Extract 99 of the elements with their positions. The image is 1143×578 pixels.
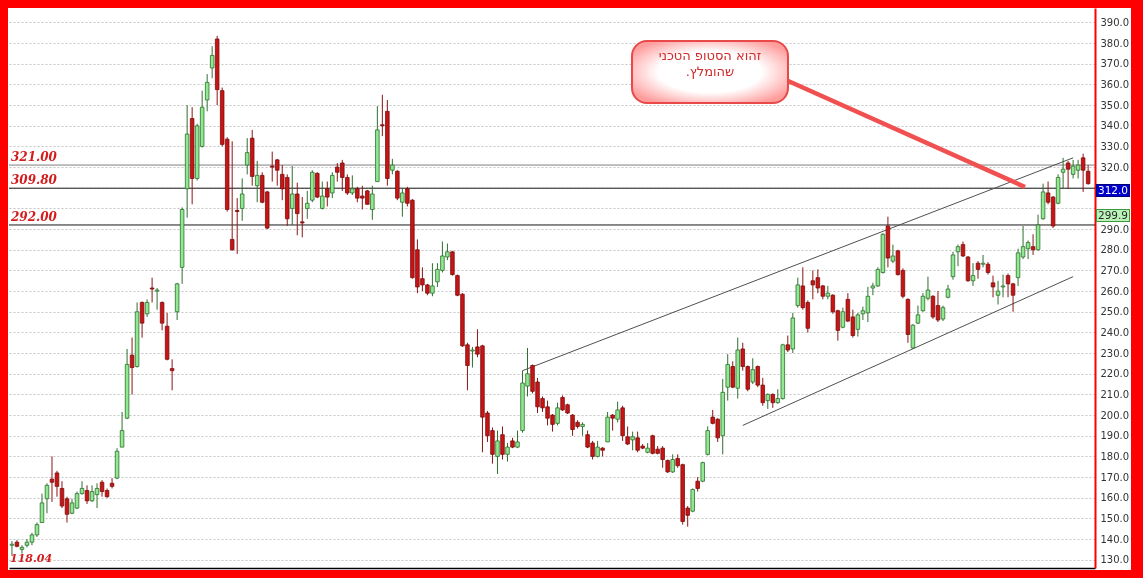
- candlestick: [430, 262, 435, 297]
- candlestick: [1025, 239, 1031, 260]
- candlestick: [970, 262, 976, 287]
- candlestick: [39, 493, 45, 524]
- candlestick: [154, 287, 160, 311]
- y-tick-label: 210.0: [1100, 388, 1130, 400]
- candlestick: [400, 188, 405, 218]
- candlestick: [24, 538, 30, 548]
- candlestick: [1030, 233, 1036, 256]
- candlestick: [950, 251, 956, 281]
- candlestick: [725, 353, 730, 402]
- candlestick: [350, 174, 355, 196]
- candlestick: [995, 280, 1001, 306]
- candlestick: [54, 470, 60, 498]
- y-tick-label: 180.0: [1100, 450, 1130, 462]
- y-tick-label: 290.0: [1100, 223, 1130, 235]
- candlestick: [209, 45, 215, 79]
- y-tick-label: 340.0: [1100, 120, 1130, 132]
- candlestick: [615, 401, 620, 423]
- candlestick: [810, 269, 816, 300]
- candlestick: [204, 73, 210, 112]
- candlestick: [240, 177, 245, 222]
- candlestick: [1080, 153, 1086, 193]
- candlestick: [129, 337, 135, 395]
- candlestick: [890, 244, 896, 264]
- candlestick: [370, 185, 375, 221]
- candlestick: [990, 275, 996, 298]
- candlestick: [670, 453, 675, 474]
- candlestick: [325, 181, 330, 207]
- y-tick-label: 320.0: [1100, 161, 1130, 173]
- y-tick-label: 150.0: [1100, 512, 1130, 524]
- y-tick-label: 270.0: [1100, 264, 1130, 276]
- y-tick-label: 370.0: [1100, 58, 1130, 70]
- y-tick-label: 170.0: [1100, 471, 1130, 483]
- y-tick-label: 380.0: [1100, 37, 1130, 49]
- y-tick-label: 330.0: [1100, 140, 1130, 152]
- candlestick: [500, 425, 505, 461]
- candlestick: [330, 171, 335, 199]
- ref-line-label: 321.00: [11, 150, 58, 165]
- candlestick: [159, 300, 165, 331]
- y-tick-label: 280.0: [1100, 244, 1130, 256]
- candlestick: [1000, 274, 1006, 298]
- candlestick: [84, 484, 90, 505]
- candlestick: [730, 360, 735, 389]
- y-tick-label: 200.0: [1100, 409, 1130, 421]
- candlestick: [295, 182, 300, 236]
- candlestick: [980, 254, 986, 268]
- annotation: זהוא הסטופ הטכני שהומלץ.: [657, 48, 763, 80]
- candlestick: [234, 197, 240, 255]
- candlestick: [119, 411, 125, 448]
- candlestick: [955, 244, 961, 267]
- annotation: 118.04: [10, 552, 53, 565]
- candlestick: [935, 290, 941, 323]
- candlestick: [450, 250, 455, 277]
- y-tick-label: 360.0: [1100, 78, 1130, 90]
- candlestick: [290, 165, 295, 226]
- candlestick: [855, 312, 861, 338]
- y-tick-label: 130.0: [1100, 554, 1130, 566]
- candlestick: [930, 294, 936, 320]
- candlestick: [139, 300, 145, 339]
- candlestick: [705, 425, 710, 456]
- candlestick: [505, 442, 510, 463]
- candlestick: [49, 455, 55, 503]
- y-tick-label: 390.0: [1100, 16, 1130, 28]
- candlestick: [910, 323, 916, 350]
- candlestick: [300, 196, 305, 238]
- candlestick: [109, 477, 115, 489]
- candlestick: [1065, 160, 1071, 190]
- y-tick-label: 140.0: [1100, 533, 1130, 545]
- y-tick-label: 350.0: [1100, 99, 1130, 111]
- ref-line-label: 309.80: [11, 173, 58, 188]
- candlestick: [975, 260, 981, 280]
- candlestick: [795, 277, 801, 309]
- candlestick: [470, 346, 475, 369]
- y-tick-label: 240.0: [1100, 326, 1130, 338]
- candlestick: [44, 482, 50, 514]
- ref-line-label: 292.00: [10, 209, 58, 224]
- candlestick: [305, 190, 310, 220]
- candlestick: [19, 544, 25, 555]
- candlestick: [495, 430, 500, 475]
- y-tick-label: 190.0: [1100, 430, 1130, 442]
- y-tick-label: 230.0: [1100, 347, 1130, 359]
- candlestick: [1005, 273, 1011, 298]
- candlestick: [245, 137, 250, 175]
- candlestick: [1075, 159, 1081, 179]
- candlestick: [149, 277, 155, 303]
- candlestick: [320, 181, 325, 210]
- candlestick: [920, 292, 926, 313]
- candlestick: [255, 160, 260, 203]
- candlestick: [750, 357, 755, 385]
- candlestick: [555, 402, 560, 426]
- candlestick: [229, 140, 235, 252]
- y-tick-label: 260.0: [1100, 285, 1130, 297]
- y-tick-label: 160.0: [1100, 492, 1130, 504]
- candlestick: [630, 431, 635, 451]
- y-tick-label: 250.0: [1100, 306, 1130, 318]
- y-tick-label: 220.0: [1100, 368, 1130, 380]
- candlestick: [94, 482, 100, 509]
- candlestick: [315, 171, 320, 199]
